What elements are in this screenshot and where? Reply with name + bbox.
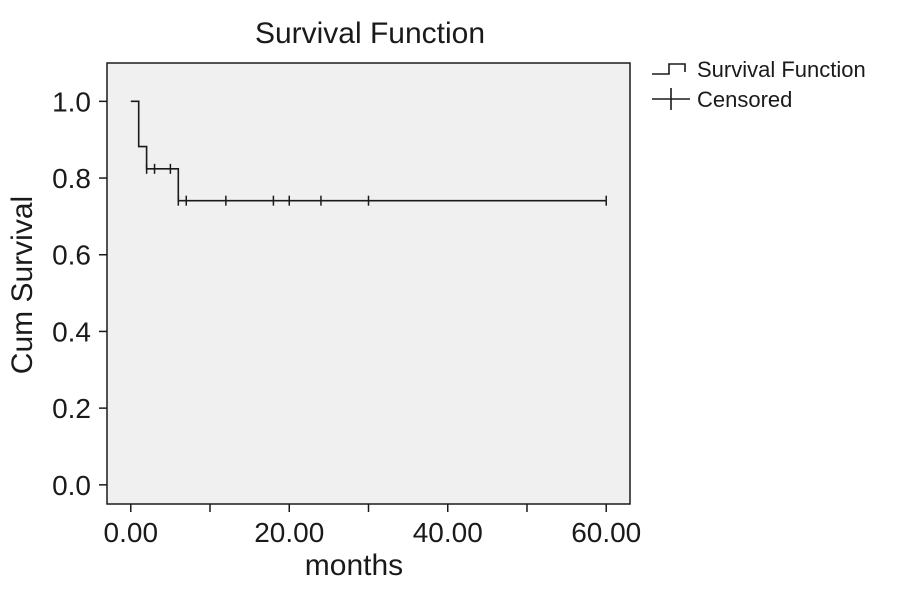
plot-area [106, 62, 631, 505]
y-tick-label: 0.6 [52, 240, 91, 271]
x-tick-label: 0.00 [104, 517, 159, 548]
y-tick-label: 0.4 [52, 316, 91, 347]
x-tick-label: 40.00 [413, 517, 483, 548]
x-axis: 0.00 20.00 40.00 60.00 [104, 504, 641, 548]
y-tick-label: 0.0 [52, 470, 91, 501]
legend-survival-label: Survival Function [697, 57, 866, 82]
legend: Survival Function Censored [652, 57, 866, 112]
y-tick-label: 0.8 [52, 163, 91, 194]
chart-title: Survival Function [255, 17, 485, 50]
y-axis: 0.0 0.2 0.4 0.6 0.8 1.0 [52, 86, 107, 501]
legend-survival-symbol [652, 63, 686, 75]
y-tick-label: 0.2 [52, 393, 91, 424]
survival-function-line [130, 100, 607, 202]
x-tick-label: 60.00 [571, 517, 641, 548]
y-axis-label: Cum Survival [6, 196, 39, 374]
x-axis-label: months [305, 549, 403, 582]
x-tick-label: 20.00 [254, 517, 324, 548]
series-layer [130, 100, 607, 206]
legend-censored-label: Censored [697, 87, 792, 112]
y-tick-label: 1.0 [52, 86, 91, 117]
